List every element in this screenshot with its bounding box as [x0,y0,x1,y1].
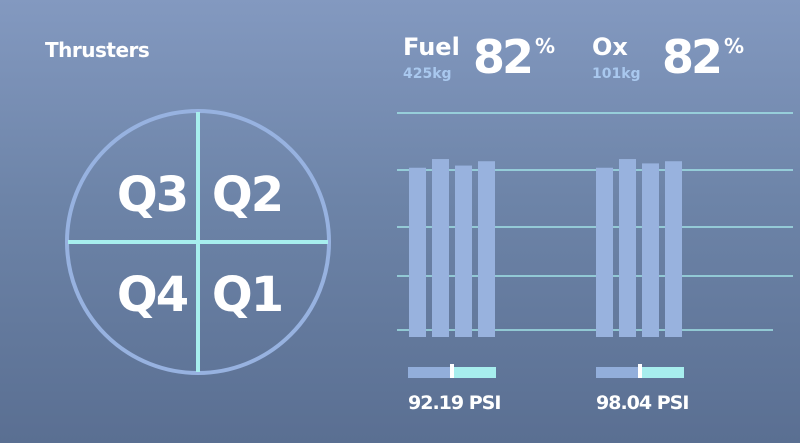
quadrant-q4-label[interactable]: Q4 [117,267,190,323]
ox-percent-unit: % [724,34,745,58]
fuel-mass: 425kg [403,66,452,82]
fuel-level-bar-3 [455,165,472,337]
ox-level-bar-4 [665,161,682,337]
quadrant-q2-label[interactable]: Q2 [212,167,284,223]
ox-gauge-marker [638,364,642,378]
thrusters-title: Thrusters [45,38,150,62]
fuel-label: Fuel [403,33,460,61]
tank-level-bars [397,112,793,337]
fuel-level-bar-4 [478,161,495,337]
ox-label: Ox [592,33,628,61]
fuel-pressure-gauge [408,364,496,378]
bar-group [409,159,682,337]
fuel-percent-unit: % [535,34,556,58]
fuel-level-bar-2 [432,159,449,337]
ox-gauge-low-segment [596,367,640,378]
thruster-ring [65,109,331,375]
ox-level-bar-3 [642,163,659,337]
thruster-quadrant-diagram: Q3 Q2 Q4 Q1 [65,109,331,375]
quadrant-q1-label[interactable]: Q1 [212,267,284,323]
ox-gauge-high-segment [640,367,684,378]
fuel-gauge-low-segment [408,367,452,378]
ox-mass: 101kg [592,66,641,82]
ox-percent-value: 82 [662,30,723,84]
fuel-gauge-high-segment [452,367,496,378]
ox-level-bar-2 [619,159,636,337]
fuel-percent: 82% [473,30,555,84]
fuel-level-bar-1 [409,167,426,337]
fuel-gauge-marker [450,364,454,378]
fuel-percent-value: 82 [473,30,534,84]
fuel-pressure-value: 92.19 PSI [408,392,501,414]
ox-pressure-gauge [596,364,684,378]
ox-level-bar-1 [596,167,613,337]
quadrant-q3-label[interactable]: Q3 [117,167,189,223]
ox-percent: 82% [662,30,744,84]
ox-pressure-value: 98.04 PSI [596,392,689,414]
